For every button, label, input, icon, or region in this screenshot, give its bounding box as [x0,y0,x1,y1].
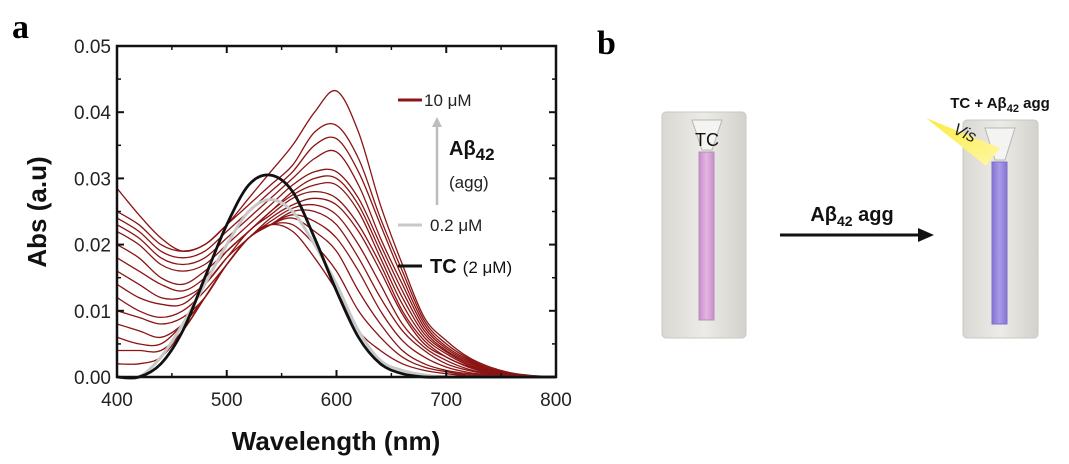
cuvette-left-label: TC [695,130,719,150]
y-tick-label: 0.02 [74,236,111,257]
series-line-abeta-7 [116,203,557,378]
legend: 10 μM Aβ42 (agg) 0.2 μM TC (2 μM) [398,91,512,278]
ticks-layer: 400 500 600 700 800 0.00 0.01 0.02 0.03 0.04 0.05 [74,37,572,411]
y-tick-label: 0.05 [74,37,111,58]
legend-trend-arrowhead [432,117,442,127]
series-line-abeta-13 [116,149,557,378]
x-tick-label: 600 [321,390,353,411]
series-line-abeta-12 [116,168,557,378]
y-tick-label: 0.03 [74,169,111,190]
y-tick-label: 0.01 [74,302,111,323]
panel-letter-a: a [12,9,29,46]
legend-tc-label: TC (2 μM) [430,256,512,278]
cuvette-left-solution [698,151,715,321]
cuvette-left-funnel [691,119,723,151]
series-line-abeta-3 [117,221,556,378]
series-line-abeta-11 [116,175,557,378]
plot-frame [115,44,558,379]
cuvette-right-label: TC + Aβ42 agg [950,95,1050,115]
y-tick-label: 0.00 [74,368,111,389]
x-axis-title: Wavelength (nm) [232,426,440,456]
series-line-abeta-5 [116,214,557,378]
reaction-arrow-label: Aβ42 agg [810,204,893,229]
legend-species: Aβ42 [449,138,495,164]
panel-letter-b: b [597,25,616,62]
series-line-abeta-16 [116,89,557,378]
x-tick-label: 800 [540,390,572,411]
series-layer [116,89,557,380]
y-axis-title: Abs (a.u) [22,156,52,267]
cuvette-left: TC [661,111,747,339]
legend-state: (agg) [449,173,489,192]
x-tick-label: 400 [101,390,133,411]
reaction-arrow: Aβ42 agg [780,204,934,242]
cuvette-right-solution [991,161,1008,325]
series-line-abeta-8 [116,197,557,378]
y-tick-label: 0.04 [74,103,111,124]
series-line-abeta-9 [116,190,557,378]
cuvette-right: Vis TC + Aβ42 agg [926,95,1050,339]
absorbance-chart: 400 500 600 700 8000.000.010.020.030.040.05 … [22,37,572,456]
series-line-abeta-2 [116,223,556,378]
reaction-arrow-head [918,228,934,242]
legend-bottom-label: 0.2 μM [430,216,482,235]
x-tick-label: 500 [211,390,243,411]
cuvette-photos: TC Aβ42 agg Vis TC + Aβ42 agg [661,95,1050,339]
series-line-abeta-14 [116,136,557,378]
light-beam [926,118,1000,166]
x-tick-label: 700 [430,390,462,411]
series-line-abeta-10 [116,181,557,378]
legend-top-label: 10 μM [424,91,472,110]
